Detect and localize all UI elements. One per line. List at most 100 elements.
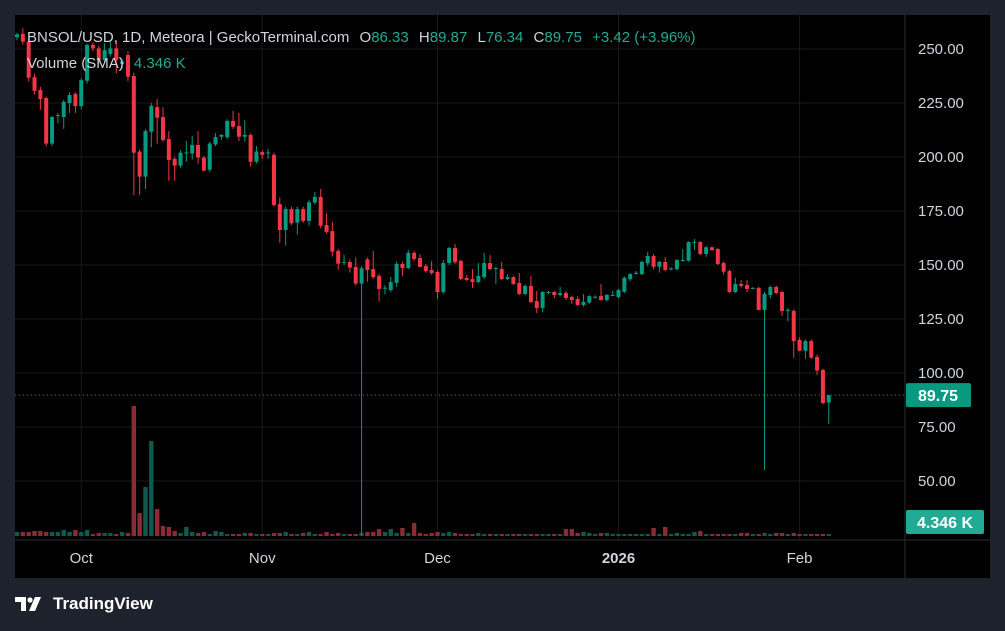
volume-bar	[674, 533, 680, 536]
volume-bar	[160, 526, 166, 536]
candle-body	[20, 33, 25, 42]
volume-bar	[546, 534, 551, 536]
volume-bar	[32, 531, 37, 536]
candle-body	[745, 285, 749, 289]
candle-body	[558, 293, 563, 296]
volume-bar	[552, 534, 557, 536]
volume-bar	[616, 534, 621, 536]
volume-bar	[803, 534, 808, 536]
candle-body	[616, 290, 621, 297]
candle-body	[476, 276, 481, 283]
candle-body	[470, 279, 475, 283]
candle-body	[377, 276, 382, 289]
candle-body	[73, 93, 78, 107]
volume-bar	[441, 533, 446, 536]
candle-body	[464, 277, 469, 280]
volume-bar	[563, 529, 569, 536]
volume-bar	[254, 534, 259, 536]
volume-bar	[341, 534, 347, 536]
volume-bar	[522, 534, 528, 536]
candle-body	[125, 55, 130, 77]
volume-bar	[201, 532, 207, 536]
candle-body	[780, 292, 785, 312]
volume-bar	[166, 527, 172, 536]
candle-body	[569, 296, 574, 300]
volume-bar	[779, 533, 785, 536]
candle-body	[85, 44, 90, 81]
volume-bar	[96, 533, 101, 536]
candle-body	[528, 285, 533, 302]
price-tick-label: 225.00	[918, 95, 964, 112]
volume-bar	[762, 533, 767, 536]
volume-label[interactable]: Volume (SMA)	[27, 55, 124, 72]
volume-bar	[645, 534, 650, 536]
candle-body	[143, 131, 148, 177]
volume-bar	[487, 534, 493, 536]
symbol-title[interactable]: BNSOL/USD, 1D, Meteora | GeckoTerminal.c…	[27, 29, 350, 46]
time-tick-label: Nov	[249, 550, 276, 567]
volume-bar	[517, 534, 522, 536]
volume-bar	[417, 533, 423, 536]
volume-bar	[119, 532, 125, 536]
candle-body	[353, 266, 358, 284]
volume-bar	[727, 534, 732, 536]
candle-body	[254, 151, 259, 162]
candle-body	[283, 209, 288, 231]
tradingview-logo[interactable]: TradingView	[15, 594, 153, 614]
price-tick-label: 50.00	[918, 473, 956, 490]
volume-bar	[785, 534, 791, 536]
candle-body	[219, 134, 224, 137]
candle-body	[423, 266, 428, 272]
candle-body	[815, 357, 820, 371]
volume-bar	[125, 533, 131, 536]
volume-bar	[283, 532, 288, 536]
candle-body	[301, 209, 306, 221]
volume-bar	[715, 534, 720, 536]
candle-body	[563, 293, 568, 299]
volume-bar	[376, 529, 382, 536]
volume-bar	[371, 532, 376, 536]
candle-body	[488, 263, 493, 270]
candle-body	[236, 126, 241, 137]
candle-body	[225, 120, 230, 138]
candle-body	[190, 144, 195, 154]
high-label: H	[418, 29, 430, 46]
volume-bar	[482, 534, 487, 536]
candle-body	[575, 298, 580, 305]
volume-bar	[277, 533, 282, 536]
volume-bar	[353, 534, 358, 536]
candle-body	[26, 41, 31, 78]
volume-bar	[820, 534, 826, 536]
candle-body	[382, 287, 387, 289]
volume-bar	[271, 533, 277, 536]
volume-bar	[213, 531, 218, 536]
volume-bar	[791, 533, 796, 536]
volume-bar	[768, 534, 773, 536]
candle-body	[406, 252, 411, 269]
volume-bar	[143, 487, 148, 536]
volume-bar	[505, 534, 510, 536]
volume-bar	[330, 534, 335, 536]
candle-body	[330, 231, 335, 252]
volume-bar	[493, 534, 499, 536]
candle-body	[493, 268, 498, 270]
price-tick-label: 150.00	[918, 257, 964, 274]
volume-bar	[423, 534, 428, 536]
candle-body	[686, 242, 691, 261]
volume-bar	[633, 534, 639, 536]
candle-body	[604, 295, 609, 300]
candle-body	[155, 107, 160, 118]
volume-bar	[709, 534, 715, 536]
candle-body	[196, 144, 201, 158]
volume-bar	[604, 533, 610, 536]
volume-bar	[131, 406, 136, 536]
volume-bar	[429, 533, 434, 536]
candle-body	[482, 263, 487, 278]
volume-bar	[49, 532, 55, 536]
candle-body	[429, 269, 434, 273]
candle-body	[342, 261, 347, 263]
volume-bar	[809, 534, 814, 536]
candle-body	[50, 117, 55, 144]
candlestick-chart[interactable]: 250.00 225.00 200.00 175.00 150.00 125.00 100.…	[15, 15, 990, 578]
candle-body	[79, 80, 84, 107]
